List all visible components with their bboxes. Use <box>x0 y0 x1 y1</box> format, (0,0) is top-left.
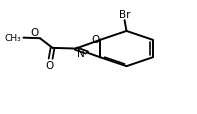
Text: O: O <box>91 35 99 45</box>
Text: N: N <box>77 49 85 59</box>
Text: O: O <box>46 60 54 70</box>
Text: Br: Br <box>119 10 130 20</box>
Text: O: O <box>31 28 39 38</box>
Text: CH₃: CH₃ <box>5 34 21 43</box>
